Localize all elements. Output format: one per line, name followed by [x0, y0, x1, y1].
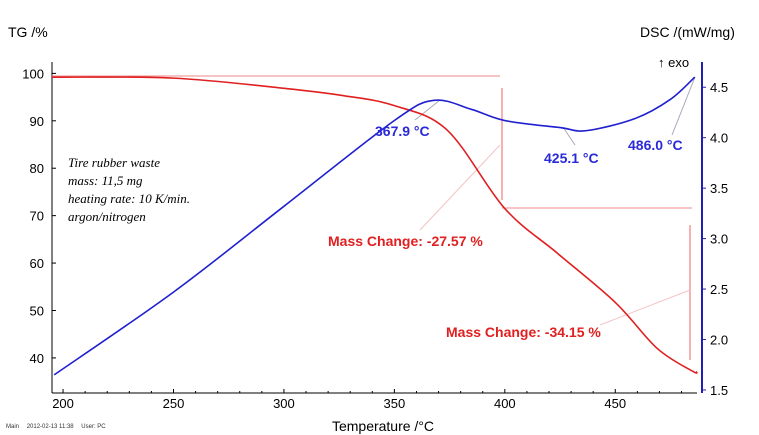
- y-right-tick-label: 3.0: [710, 232, 728, 247]
- leader-1: [419, 144, 501, 231]
- peak-label-2: 425.1 °C: [544, 150, 599, 166]
- x-tick-label: 450: [604, 396, 626, 411]
- y-left-tick-label: 80: [30, 161, 44, 176]
- exo-label: ↑ exo: [658, 55, 689, 70]
- tg-curve: [51, 76, 698, 374]
- peak-label-3: 486.0 °C: [628, 137, 683, 153]
- y-left-tick-label: 40: [30, 351, 44, 366]
- y-right-tick-label: 2.5: [710, 282, 728, 297]
- y-left-tick-label: 50: [30, 303, 44, 318]
- y-right-tick-label: 3.5: [710, 181, 728, 196]
- dsc-curve: [53, 76, 696, 376]
- x-axis-label: Temperature /°C: [332, 418, 434, 434]
- y-right-tick-label: 2.0: [710, 333, 728, 348]
- footer-main: Main: [6, 424, 20, 430]
- leader-peak3: [671, 76, 696, 136]
- y-left-tick-label: 70: [30, 209, 44, 224]
- y-right-label: DSC /(mW/mg): [640, 24, 735, 40]
- footer: Main 2012-02-13 11:38 User: PC: [6, 424, 112, 431]
- x-tick-label: 300: [273, 396, 295, 411]
- leader-2: [599, 289, 691, 326]
- mass-change-label-2: Mass Change: -34.15 %: [446, 324, 601, 340]
- y-left-label: TG /%: [8, 24, 48, 40]
- heating-rate: heating rate: 10 K/min.: [68, 191, 190, 206]
- leader-peak2: [562, 126, 576, 146]
- y-right-tick-label: 1.5: [710, 383, 728, 398]
- leader-peak1: [414, 99, 441, 121]
- y-left-tick-label: 60: [30, 256, 44, 271]
- footer-datetime: 2012-02-13 11:38: [26, 424, 74, 430]
- y-right-tick-label: 4.0: [710, 131, 728, 146]
- y-left-tick-label: 100: [22, 66, 44, 81]
- footer-user: User: PC: [81, 424, 106, 430]
- x-tick-label: 350: [384, 396, 406, 411]
- y-left-tick-label: 90: [30, 114, 44, 129]
- atmosphere: argon/nitrogen: [68, 209, 146, 224]
- sample-name: Tire rubber waste: [68, 155, 160, 170]
- x-tick-label: 400: [494, 396, 516, 411]
- peak-label-1: 367.9 °C: [375, 123, 430, 139]
- sample-info: Tire rubber waste mass: 11,5 mg heating …: [68, 155, 190, 224]
- mass-change-label-1: Mass Change: -27.57 %: [328, 233, 483, 249]
- y-right-tick-label: 4.5: [710, 80, 728, 95]
- x-tick-label: 250: [163, 396, 185, 411]
- sample-mass: mass: 11,5 mg: [68, 173, 143, 188]
- x-tick-label: 200: [52, 396, 74, 411]
